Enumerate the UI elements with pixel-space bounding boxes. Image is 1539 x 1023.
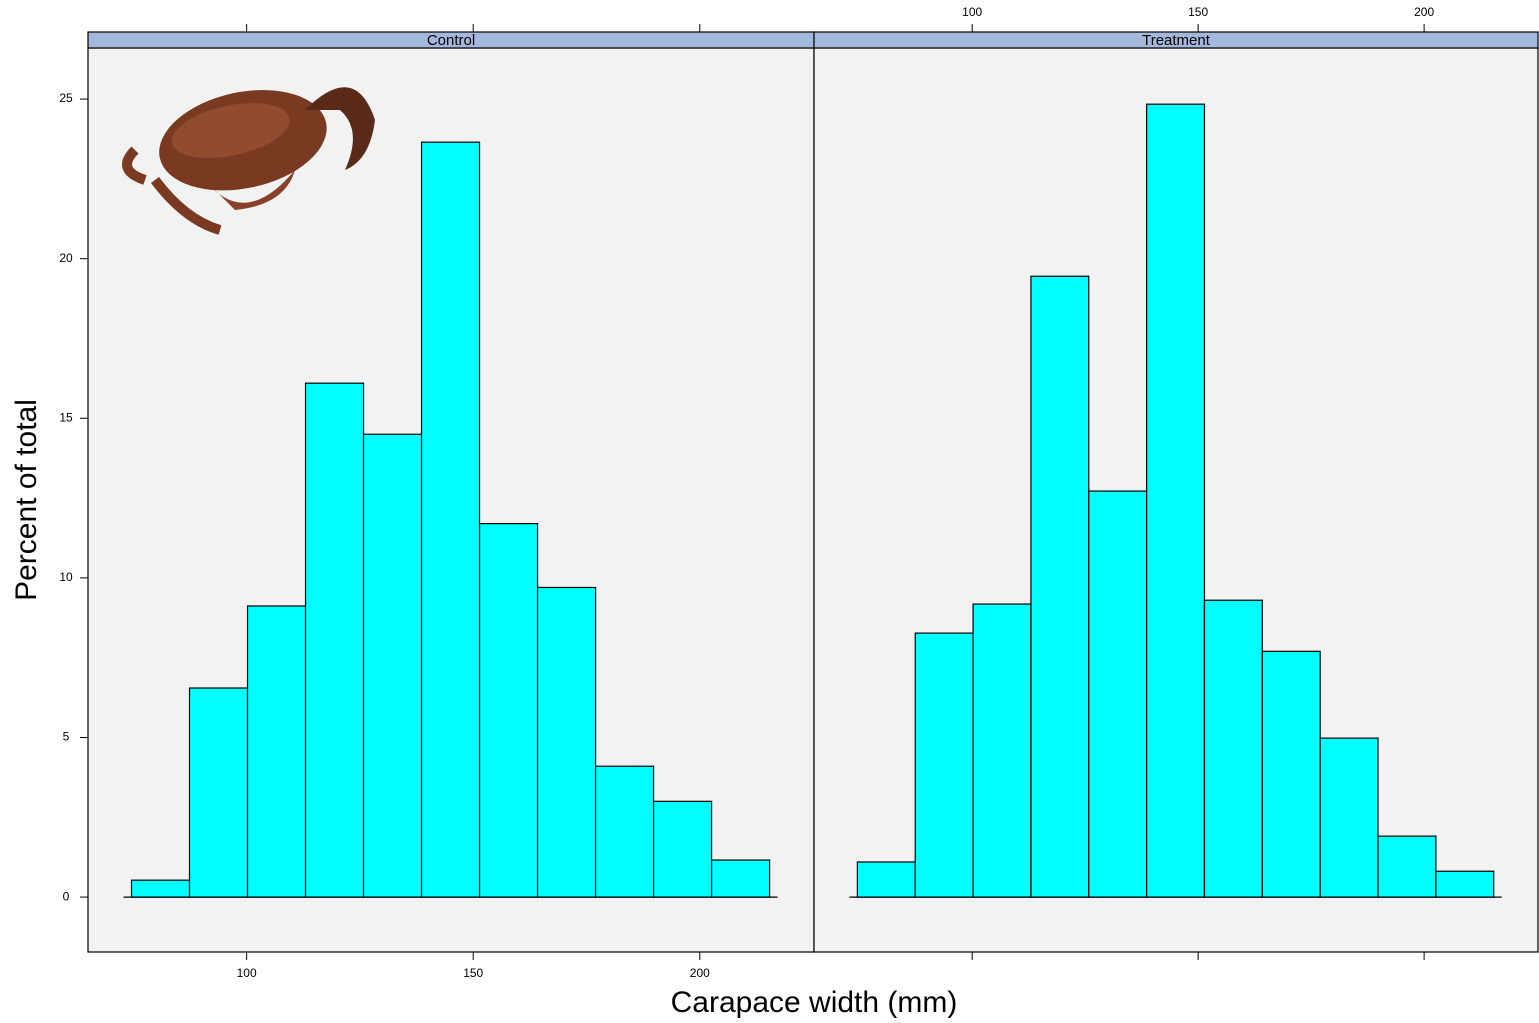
- histogram-bar: [1088, 490, 1148, 898]
- histogram-bar: [972, 603, 1032, 898]
- histogram-bar: [594, 765, 655, 898]
- histogram-bar: [1030, 275, 1090, 898]
- y-tick-label: 5: [63, 730, 70, 744]
- histogram-bar: [1261, 650, 1321, 898]
- histogram-bar: [1146, 103, 1206, 898]
- x-tick-label: 100: [237, 966, 257, 980]
- strip-label: Treatment: [1142, 32, 1211, 49]
- y-tick-label: 20: [59, 251, 73, 265]
- crab-illustration: [122, 87, 375, 235]
- histogram-bar: [1377, 835, 1437, 898]
- y-tick-label: 0: [63, 889, 70, 903]
- x-tick-label: 200: [690, 966, 710, 980]
- histogram-bar: [856, 861, 916, 898]
- histogram-bar: [478, 523, 539, 898]
- strip: [813, 31, 1539, 49]
- x-tick-label: 150: [1188, 5, 1208, 19]
- strip-label: Control: [427, 32, 475, 49]
- histogram-bar: [1319, 737, 1379, 898]
- histogram-bar: [188, 687, 249, 898]
- histogram-bar: [1203, 599, 1263, 898]
- x-axis-label: Carapace width (mm): [671, 986, 958, 1019]
- histogram-bar: [652, 800, 713, 898]
- y-axis-label: Percent of total: [10, 399, 43, 601]
- histogram-bar: [420, 141, 481, 898]
- histogram-bar: [130, 879, 191, 898]
- histogram-bar: [246, 605, 307, 898]
- x-tick-label: 150: [463, 966, 483, 980]
- histogram-bar: [710, 859, 771, 898]
- y-tick-label: 15: [59, 410, 73, 424]
- y-tick-label: 25: [59, 91, 73, 105]
- x-tick-label: 200: [1414, 5, 1434, 19]
- histogram-bar: [914, 632, 974, 898]
- histogram-bar: [1435, 870, 1495, 898]
- histogram-bar: [362, 433, 423, 898]
- histogram-bar: [536, 586, 597, 898]
- x-tick-label: 100: [962, 5, 982, 19]
- histogram-bar: [304, 382, 365, 898]
- y-tick-label: 10: [59, 570, 73, 584]
